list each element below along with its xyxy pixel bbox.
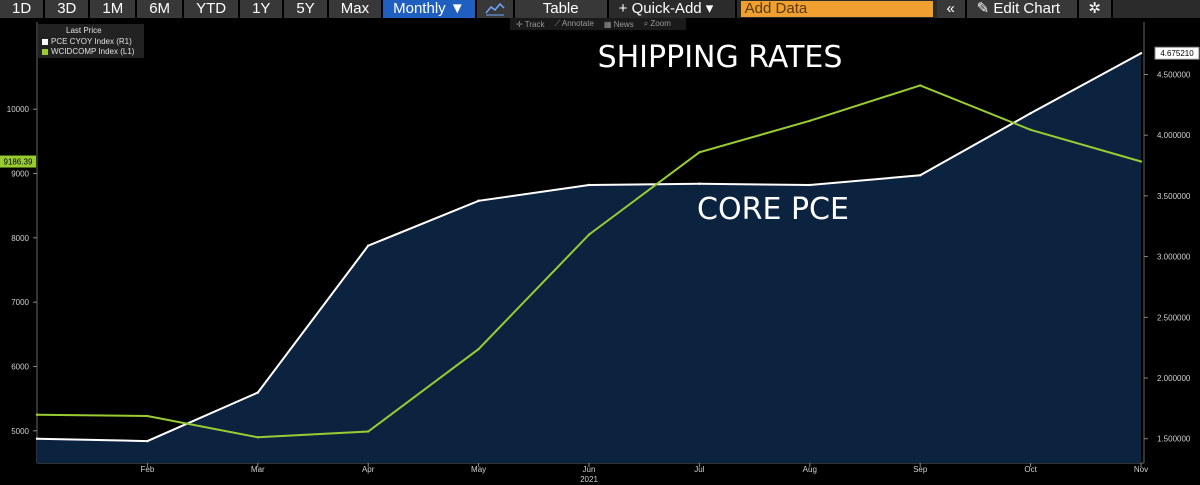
table-button[interactable]: Table (514, 0, 609, 18)
annotate-button[interactable]: ⟋ Annotate (554, 19, 594, 28)
zoom-button[interactable]: ⌕ Zoom (643, 19, 671, 28)
pce-point (35, 437, 39, 440)
pce-point (587, 183, 591, 187)
x-tick-label: Nov (1134, 465, 1148, 474)
left-tick-label: 7000 (11, 298, 29, 307)
range-ytd-button[interactable]: YTD (184, 0, 241, 18)
wcidcomp-point (256, 436, 259, 439)
x-tick-label: Feb (141, 465, 155, 474)
left-tick-label: 5000 (11, 427, 29, 436)
range-3d-button[interactable]: 3D (45, 0, 91, 18)
range-6m-button[interactable]: 6M (137, 0, 185, 18)
pce-last-tag (1154, 46, 1200, 60)
range-1m-button[interactable]: 1M (90, 0, 138, 18)
add-data-input[interactable]: Add Data (740, 1, 933, 17)
range-1d-button[interactable]: 1D (0, 0, 46, 18)
wcidcomp-point (808, 119, 811, 122)
legend-swatch-wcidcomp (42, 48, 48, 55)
year-label: 2021 (580, 475, 598, 484)
x-tick-label: Apr (362, 465, 375, 474)
track-button[interactable]: ✛ Track (516, 19, 545, 29)
pce-area (37, 53, 1141, 463)
wcidcomp-last-tag (0, 155, 36, 168)
legend-label-pce: PCE CYOY Index (R1) (51, 37, 132, 46)
right-tick-label: 2.500000 (1157, 313, 1191, 322)
pce-point (367, 244, 370, 247)
x-tick-label: Mar (251, 465, 265, 474)
collapse-button[interactable]: « (936, 0, 967, 18)
pce-point (808, 183, 811, 187)
wcidcomp-point (477, 347, 480, 351)
pce-point (477, 199, 480, 202)
pce-point (1139, 52, 1143, 55)
wcidcomp-point (587, 233, 591, 236)
right-tick-label: 4.000000 (1157, 131, 1191, 140)
line-chart-icon (485, 2, 505, 16)
range-max-button[interactable]: Max (328, 0, 384, 18)
pce-point (256, 391, 259, 394)
x-tick-label: Aug (803, 465, 817, 474)
edit-chart-button[interactable]: ✎ Edit Chart (966, 0, 1079, 18)
chart-tools-bar: ✛ Track ⟋ Annotate ▦ News ⌕ Zoom (510, 18, 686, 30)
right-tick-label: 3.000000 (1157, 253, 1191, 262)
news-button[interactable]: ▦ News (603, 19, 634, 29)
wcidcomp-point (367, 430, 370, 433)
right-tick-label: 3.500000 (1157, 192, 1191, 201)
left-tick-label: 8000 (11, 234, 29, 243)
x-tick-label: Sep (913, 465, 928, 474)
x-tick-label: Jun (583, 465, 596, 474)
range-1y-button[interactable]: 1Y (240, 0, 285, 18)
legend-item-pce: PCE CYOY Index (R1) (42, 37, 132, 46)
quick-add-button[interactable]: + Quick-Add ▾ (608, 0, 737, 18)
left-tick-label: 6000 (11, 363, 29, 372)
wcidcomp-last-value: 9186.39 (4, 158, 33, 167)
pce-last-value: 4.675210 (1160, 49, 1194, 58)
wcidcomp-point (919, 84, 922, 87)
wcidcomp-point (146, 414, 149, 418)
left-tick-label: 10000 (7, 105, 30, 114)
right-tick-label: 1.500000 (1157, 435, 1191, 444)
x-tick-label: Oct (1024, 465, 1037, 474)
wcidcomp-point (35, 413, 39, 416)
annotation-shipping-rates: SHIPPING RATES (598, 40, 843, 75)
legend-header: Last Price (66, 26, 102, 35)
wcidcomp-point (1029, 128, 1032, 131)
legend-label-wcidcomp: WCIDCOMP Index (L1) (51, 47, 135, 56)
left-tick-label: 9000 (11, 170, 29, 179)
frequency-dropdown[interactable]: Monthly ▼ (383, 0, 477, 18)
legend-swatch-pce (42, 38, 48, 45)
legend-item-wcidcomp: WCIDCOMP Index (L1) (42, 47, 134, 56)
pce-point (146, 439, 149, 443)
chart-type-button[interactable] (476, 0, 515, 18)
right-tick-label: 4.500000 (1157, 70, 1191, 79)
wcidcomp-point (1139, 160, 1143, 163)
legend: Last Price PCE CYOY Index (R1) WCIDCOMP … (38, 24, 144, 58)
annotation-core-pce: CORE PCE (697, 192, 849, 227)
wcidcomp-point (698, 151, 701, 154)
pce-point (698, 182, 701, 185)
pce-point (919, 174, 922, 177)
toolbar: 1D 3D 1M 6M YTD 1Y 5Y Max Monthly ▼ Tabl… (0, 0, 1200, 18)
x-tick-label: Jul (694, 465, 704, 474)
settings-gear-icon[interactable]: ✲ (1078, 0, 1113, 18)
x-tick-label: May (471, 465, 486, 474)
pce-point (1029, 112, 1032, 115)
right-tick-label: 2.000000 (1157, 374, 1191, 383)
range-5y-button[interactable]: 5Y (284, 0, 329, 18)
